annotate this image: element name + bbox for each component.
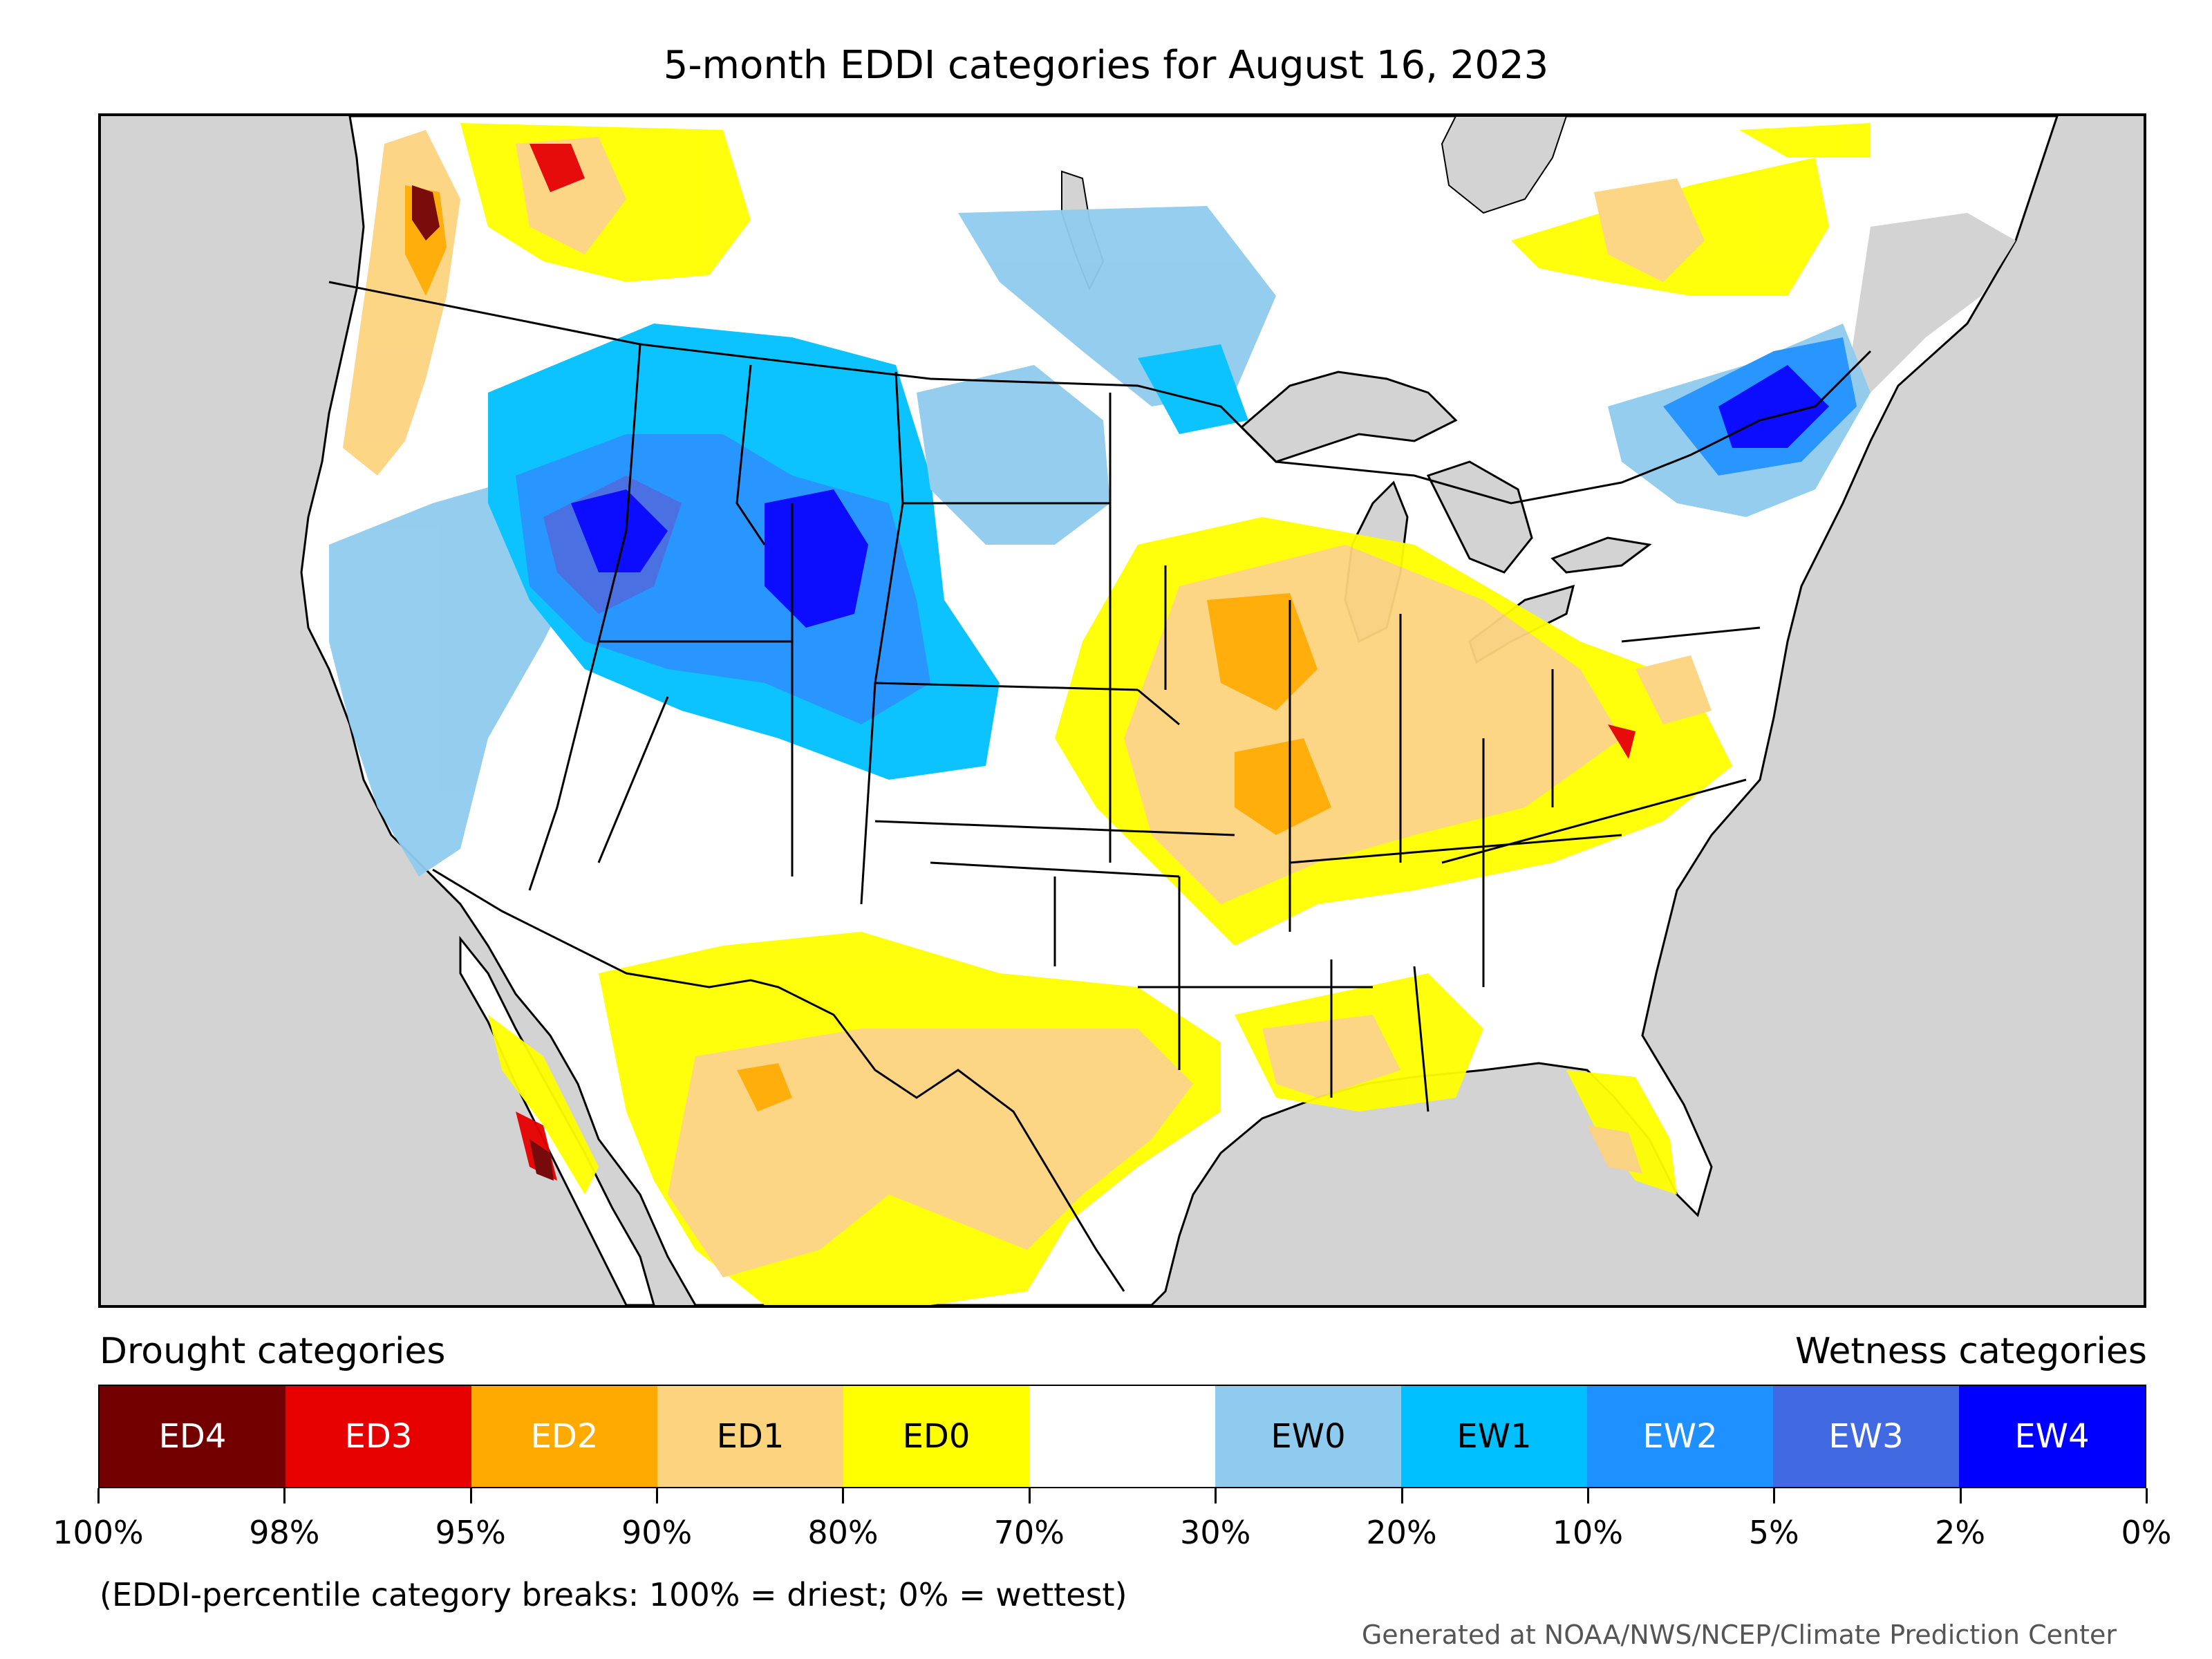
category-colorbar: ED4 ED3 ED2 ED1 ED0 EW0 EW1 EW2 EW3 EW4 <box>98 1385 2146 1488</box>
colorbar-tick <box>1586 1488 1589 1503</box>
colorbar-tick <box>97 1488 100 1503</box>
colorbar-tick <box>469 1488 472 1503</box>
eddi-map <box>98 113 2146 1308</box>
colorbar-tick-label: 80% <box>807 1514 879 1551</box>
colorbar-tick-label: 90% <box>621 1514 693 1551</box>
credit-line: Generated at NOAA/NWS/NCEP/Climate Predi… <box>1361 1620 2117 1650</box>
colorbar-tick <box>1400 1488 1403 1503</box>
colorbar-tick-label: 0% <box>2121 1514 2172 1551</box>
colorbar-tick-label: 10% <box>1552 1514 1624 1551</box>
lake-superior <box>1239 371 1458 463</box>
map-title: 5-month EDDI categories for August 16, 2… <box>663 43 1549 88</box>
colorbar-tick-label: 2% <box>1935 1514 1986 1551</box>
us-canada-border <box>328 281 1872 505</box>
james-bay <box>1441 116 1568 214</box>
colorbar-tick-label: 70% <box>993 1514 1065 1551</box>
eddi-category-patches <box>329 123 1871 1305</box>
colorbar-cell-ed3: ED3 <box>285 1386 471 1487</box>
state-lines-east <box>1288 600 1761 1112</box>
colorbar-cell-ed2: ED2 <box>471 1386 657 1487</box>
colorbar-tick <box>1773 1488 1776 1503</box>
state-lines-west <box>528 344 1138 905</box>
colorbar-tick <box>2146 1488 2148 1503</box>
lake-huron <box>1426 460 1533 574</box>
political-borders <box>328 281 1872 1292</box>
colorbar-tick <box>1959 1488 1962 1503</box>
gulf-of-st-lawrence <box>1850 213 2016 406</box>
colorbar-cell-ed1: ED1 <box>657 1386 843 1487</box>
colorbar-tick-label: 98% <box>249 1514 320 1551</box>
colorbar-tick-label: 95% <box>435 1514 506 1551</box>
drought-categories-heading: Drought categories <box>100 1331 446 1372</box>
us-mexico-border <box>432 868 1125 1292</box>
colorbar-cell-ew0: EW0 <box>1215 1386 1401 1487</box>
colorbar-cell-ed0: ED0 <box>843 1386 1029 1487</box>
state-lines-central <box>874 393 1373 1070</box>
colorbar-cell-ew3: EW3 <box>1773 1386 1959 1487</box>
colorbar-tick-label: 5% <box>1748 1514 1799 1551</box>
colorbar-cell-neutral <box>1029 1386 1215 1487</box>
colorbar-cell-ed4: ED4 <box>100 1386 285 1487</box>
colorbar-ticks <box>97 1488 2148 1505</box>
colorbar-cell-ew1: EW1 <box>1401 1386 1587 1487</box>
lake-ontario <box>1550 536 1652 574</box>
colorbar-cell-ew2: EW2 <box>1587 1386 1773 1487</box>
colorbar-tick-label: 30% <box>1180 1514 1251 1551</box>
colorbar-tick <box>283 1488 286 1503</box>
colorbar-tick <box>842 1488 845 1503</box>
colorbar-tick-label: 100% <box>53 1514 144 1551</box>
wetness-categories-heading: Wetness categories <box>1795 1331 2147 1372</box>
colorbar-tick-label: 20% <box>1366 1514 1437 1551</box>
colorbar-cell-ew4: EW4 <box>1959 1386 2145 1487</box>
colorbar-tick <box>1215 1488 1217 1503</box>
colorbar-tick <box>1028 1488 1031 1503</box>
percentile-note: (EDDI-percentile category breaks: 100% =… <box>100 1576 1127 1613</box>
colorbar-tick <box>656 1488 659 1503</box>
